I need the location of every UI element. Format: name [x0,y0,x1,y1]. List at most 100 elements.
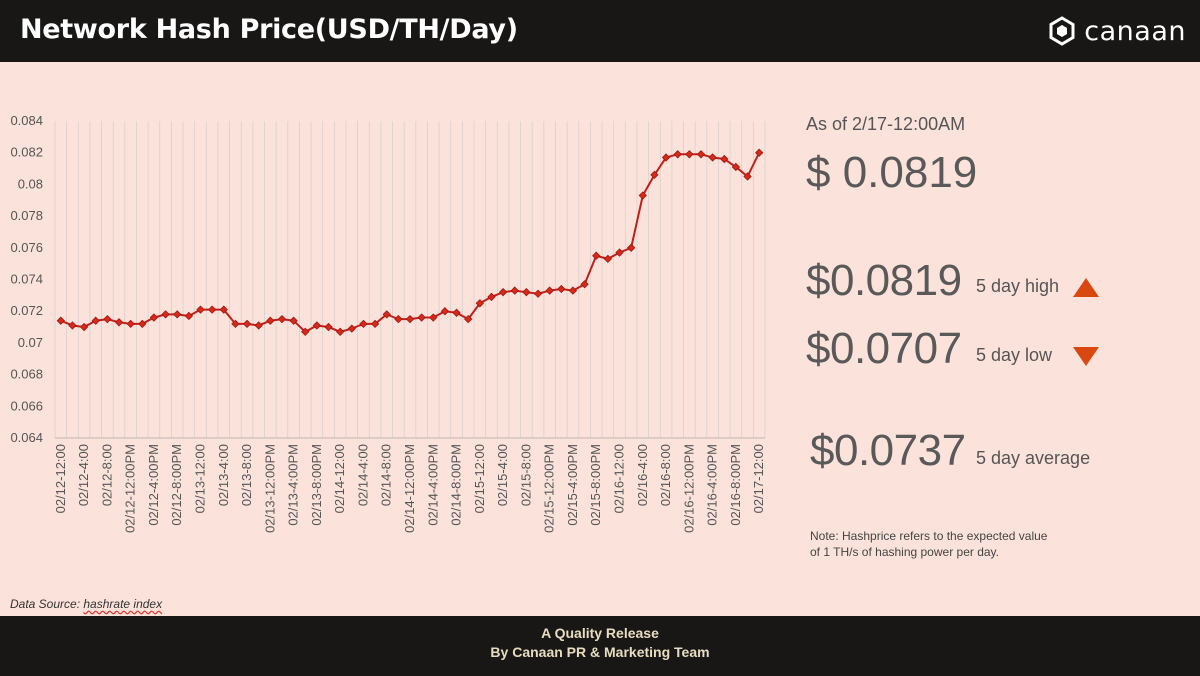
data-point [650,170,659,180]
data-point [394,314,403,324]
data-point [149,313,159,322]
y-tick-label: 0.068 [10,367,43,382]
data-point [56,316,65,325]
data-point [592,251,601,260]
x-tick-label: 02/12-12:00 [53,444,68,513]
x-tick-label: 02/12-8:00PM [169,444,184,526]
x-tick-label: 02/15-4:00 [495,444,510,506]
x-tick-label: 02/13-12:00 [192,444,207,513]
x-tick-label: 02/12-4:00 [76,444,91,506]
data-point [615,248,624,257]
x-tick-label: 02/12-12:00PM [123,444,138,533]
current-price: $ 0.0819 [806,148,978,197]
data-source-name: hashrate index [83,597,163,611]
data-point [405,314,415,324]
x-tick-label: 02/16-12:00 [612,444,627,513]
x-tick-label: 02/12-8:00 [99,444,114,506]
data-point [266,316,275,325]
x-tick-label: 02/12-4:00PM [146,444,161,526]
five-day-average-value: $0.0737 [810,426,966,475]
x-tick-label: 02/15-8:00PM [588,444,603,526]
data-point [720,154,729,164]
x-tick-label: 02/13-8:00PM [309,444,324,526]
x-tick-label: 02/14-8:00PM [449,444,464,526]
five-day-average-label: 5 day average [976,448,1091,468]
data-point [417,313,426,322]
data-point [219,305,228,314]
data-point [533,289,543,298]
y-tick-label: 0.066 [10,398,43,413]
y-tick-label: 0.076 [10,240,43,255]
data-point [382,310,391,319]
data-point [161,310,170,319]
x-tick-label: 02/16-8:00 [658,444,673,506]
as-of-date: As of 2/17-12:00AM [806,114,966,134]
data-point [370,319,380,329]
data-point [603,254,613,264]
data-point [289,316,298,325]
data-point [696,150,706,159]
x-tick-label: 02/17-12:00 [751,444,766,513]
y-tick-label: 0.072 [10,303,43,318]
data-point [103,314,112,324]
x-tick-label: 02/16-12:00PM [681,444,696,533]
data-point [475,299,485,308]
data-point [661,153,671,162]
data-point [755,148,764,157]
five-day-low-value: $0.0707 [806,324,962,373]
x-tick-label: 02/14-4:00 [355,444,370,506]
data-point [301,327,310,336]
header-bar: Network Hash Price(USD/TH/Day) canaan [0,0,1200,62]
data-point [68,321,77,330]
data-point [312,321,322,330]
data-point [429,313,438,322]
x-tick-label: 02/16-4:00PM [705,444,720,526]
up-triangle-icon [1073,278,1099,297]
down-triangle-icon [1073,347,1099,366]
brand: canaan [1048,14,1186,48]
x-tick-label: 02/13-12:00PM [262,444,277,533]
data-point [673,150,682,159]
data-point [207,305,217,314]
data-point [335,327,345,336]
content-panel: 0.064 0.066 0.068 0.07 0.072 0.074 0.076 0.078 0… [0,62,1200,616]
data-point [114,318,124,327]
x-tick-label: 02/13-8:00 [239,444,254,506]
data-point [557,284,566,294]
data-point [440,307,450,316]
y-tick-label: 0.078 [10,208,43,223]
x-tick-label: 02/16-8:00PM [728,444,743,526]
data-point [498,288,508,297]
x-tick-label: 02/14-8:00 [379,444,394,506]
data-point [580,280,589,289]
footer-line-1: A Quality Release [541,625,659,641]
data-point [708,153,717,162]
data-point [79,322,89,332]
data-point [173,310,182,319]
footer-bar: A Quality Release By Canaan PR & Marketi… [0,616,1200,676]
data-point [231,319,240,329]
brand-name: canaan [1084,15,1186,47]
data-point [277,314,287,324]
data-point [347,324,356,333]
hash-price-line-chart: 0.064 0.066 0.068 0.07 0.072 0.074 0.076 0.078 0… [10,113,766,533]
five-day-high-label: 5 day high [976,276,1060,296]
x-tick-label: 02/15-8:00 [518,444,533,506]
data-point [91,316,100,325]
page-title: Network Hash Price(USD/TH/Day) [20,14,518,45]
y-tick-label: 0.082 [10,145,43,160]
footer-line-2: By Canaan PR & Marketing Team [490,644,710,660]
data-point [522,288,531,297]
five-day-low-label: 5 day low [976,345,1053,365]
y-tick-label: 0.08 [18,176,43,191]
data-point [545,286,554,295]
hashprice-note: Note: Hashprice refers to the expected v… [810,529,1048,559]
five-day-high-value: $0.0819 [806,256,962,305]
x-tick-label: 02/15-12:00 [472,444,487,513]
x-tick-label: 02/14-4:00PM [425,444,440,526]
data-point [626,243,636,252]
x-tick-label: 02/14-12:00PM [402,444,417,533]
data-point [126,319,135,329]
data-point [324,322,333,332]
